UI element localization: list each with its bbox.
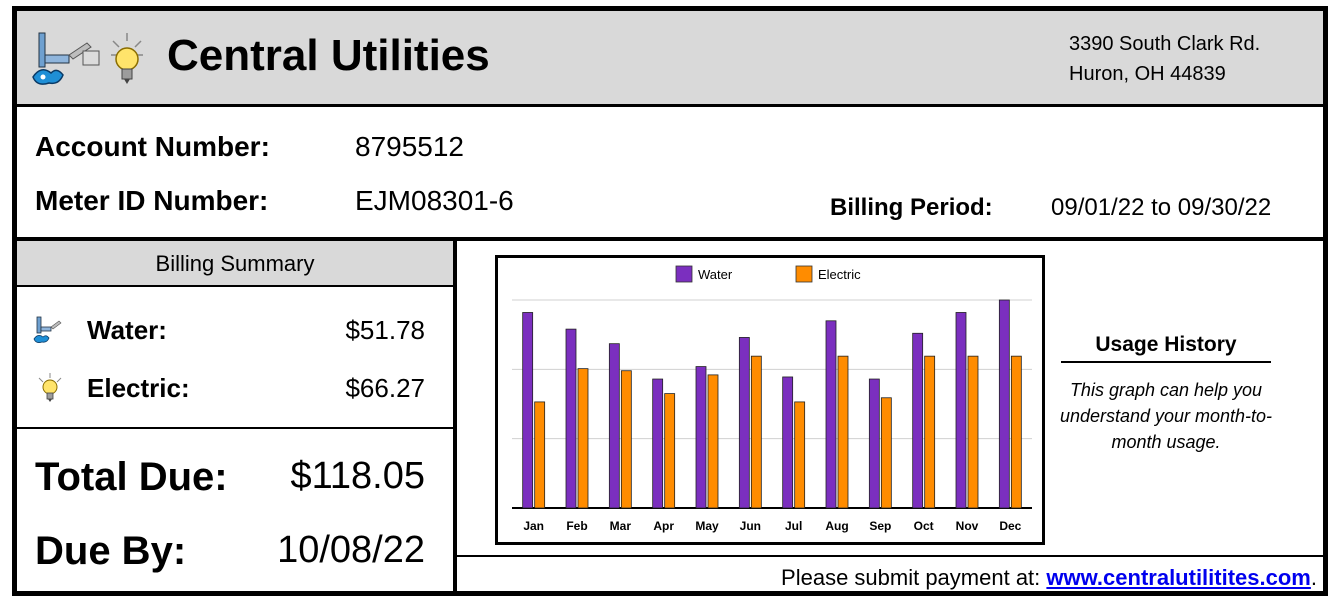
bar-water-sep bbox=[868, 378, 880, 509]
bar-water-apr bbox=[652, 378, 664, 509]
bar-electric-oct bbox=[924, 355, 936, 509]
bar-water-aug bbox=[825, 320, 837, 509]
bar-electric-jun bbox=[750, 355, 762, 509]
bill-header: Central Utilities 3390 South Clark Rd. H… bbox=[17, 11, 1323, 107]
x-tick-label: Jul bbox=[785, 519, 802, 533]
x-tick-label: Oct bbox=[914, 519, 934, 533]
water-faucet-icon bbox=[33, 316, 62, 343]
bar-electric-mar bbox=[620, 370, 632, 509]
payment-instruction: Please submit payment at: www.centraluti… bbox=[781, 565, 1317, 591]
company-name: Central Utilities bbox=[167, 31, 490, 80]
legend-label-electric: Electric bbox=[818, 267, 861, 282]
account-number-value: 8795512 bbox=[355, 131, 465, 162]
address-line-2: Huron, OH 44839 bbox=[1069, 63, 1226, 85]
meter-id-value: EJM08301-6 bbox=[355, 185, 514, 216]
due-by-date: 10/08/22 bbox=[277, 529, 425, 571]
bar-electric-aug bbox=[837, 355, 849, 509]
x-tick-label: Mar bbox=[610, 519, 632, 533]
total-due-amount: $118.05 bbox=[290, 455, 425, 497]
bar-water-jun bbox=[738, 337, 750, 509]
bar-water-may bbox=[695, 366, 707, 509]
account-number-label: Account Number: bbox=[35, 131, 270, 162]
bar-water-dec bbox=[998, 299, 1010, 509]
company-address: 3390 South Clark Rd. Huron, OH 44839 bbox=[1069, 29, 1309, 89]
total-due-label: Total Due: bbox=[35, 455, 228, 499]
address-line-1: 3390 South Clark Rd. bbox=[1069, 33, 1261, 55]
utility-logo-icon bbox=[32, 32, 143, 85]
bar-electric-jul bbox=[794, 401, 806, 509]
x-tick-label: Dec bbox=[999, 519, 1021, 533]
water-amount: $51.78 bbox=[345, 315, 425, 345]
x-tick-label: May bbox=[695, 519, 719, 533]
payment-website-link[interactable]: www.centralutilitites.com bbox=[1046, 565, 1311, 590]
bar-electric-feb bbox=[577, 368, 589, 509]
legend-swatch-water bbox=[675, 265, 693, 283]
usage-panel: Water Electric Jan Feb Mar Apr May Jun Jul Aug Sep… bbox=[457, 241, 1323, 591]
bar-water-feb bbox=[565, 328, 577, 509]
usage-chart-frame: Water Electric Jan Feb Mar Apr May Jun Jul Aug Sep… bbox=[495, 255, 1045, 545]
usage-history-title: Usage History bbox=[1061, 333, 1271, 363]
due-by-label: Due By: bbox=[35, 529, 187, 573]
billing-summary-title: Billing Summary bbox=[17, 241, 453, 287]
x-tick-label: Jan bbox=[523, 519, 544, 533]
bar-water-jan bbox=[522, 312, 534, 509]
billing-period-label: Billing Period: bbox=[830, 194, 993, 221]
utility-bill: Central Utilities 3390 South Clark Rd. H… bbox=[12, 6, 1328, 596]
bar-water-nov bbox=[955, 312, 967, 509]
bar-electric-sep bbox=[880, 397, 892, 509]
light-bulb-icon bbox=[38, 373, 62, 402]
bar-water-oct bbox=[912, 332, 924, 509]
x-tick-label: Jun bbox=[740, 519, 761, 533]
bar-electric-dec bbox=[1010, 355, 1022, 509]
bar-electric-jan bbox=[534, 401, 546, 509]
bar-water-jul bbox=[782, 376, 794, 509]
legend-label-water: Water bbox=[698, 267, 733, 282]
bar-electric-apr bbox=[664, 393, 676, 509]
billing-period-value: 09/01/22 to 09/30/22 bbox=[1051, 194, 1272, 221]
payment-bar: Please submit payment at: www.centraluti… bbox=[457, 555, 1323, 591]
payment-text: Please submit payment at: bbox=[781, 565, 1041, 590]
bar-water-mar bbox=[608, 343, 620, 509]
x-tick-label: Apr bbox=[653, 519, 674, 533]
x-tick-label: Sep bbox=[869, 519, 891, 533]
account-section: Account Number: 8795512 Meter ID Number:… bbox=[17, 107, 1323, 241]
summary-divider bbox=[17, 427, 453, 429]
meter-id-label: Meter ID Number: bbox=[35, 185, 269, 216]
usage-history-chart: Water Electric Jan Feb Mar Apr May Jun Jul Aug Sep… bbox=[512, 265, 1032, 533]
x-tick-label: Aug bbox=[825, 519, 848, 533]
bar-electric-nov bbox=[967, 355, 979, 509]
usage-history-description: This graph can help you understand your … bbox=[1059, 380, 1273, 452]
x-tick-label: Feb bbox=[566, 519, 587, 533]
billing-summary-panel: Billing Summary Water: $51.78 Electric: … bbox=[17, 241, 457, 591]
electric-amount: $66.27 bbox=[345, 373, 425, 403]
electric-label: Electric: bbox=[87, 373, 190, 403]
x-tick-label: Nov bbox=[956, 519, 979, 533]
payment-period: . bbox=[1310, 565, 1317, 590]
bar-electric-may bbox=[707, 374, 719, 509]
legend-swatch-electric bbox=[795, 265, 813, 283]
water-label: Water: bbox=[87, 315, 167, 345]
